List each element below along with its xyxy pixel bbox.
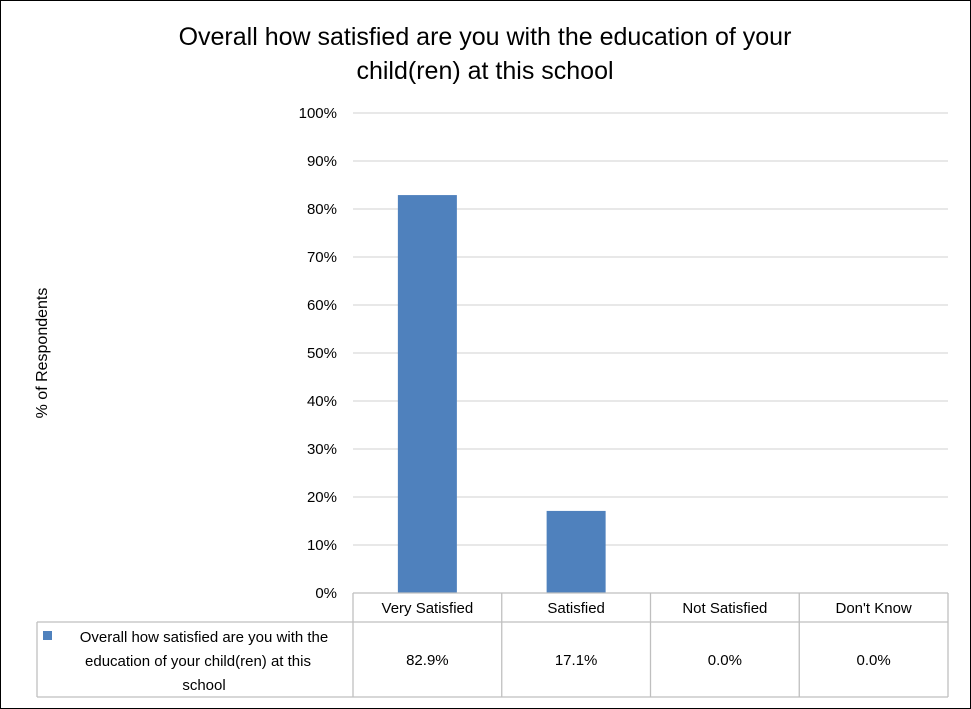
data-label: 17.1% — [555, 652, 598, 669]
y-tick-label: 80% — [307, 201, 337, 218]
y-tick-label: 90% — [307, 153, 337, 170]
legend-label: Overall how satisfied are you with the — [80, 629, 328, 646]
y-tick-label: 40% — [307, 393, 337, 410]
data-label: 82.9% — [406, 652, 449, 669]
y-tick-label: 100% — [299, 105, 337, 122]
y-tick-label: 20% — [307, 489, 337, 506]
chart-title-line-2: child(ren) at this school — [356, 57, 613, 85]
y-axis-ticks: 0% 10% 20% 30% 40% 50% 60% 70% 80% 90% 100% — [299, 105, 337, 602]
bar — [397, 195, 457, 593]
legend-label: school — [182, 677, 225, 694]
legend-label: education of your child(ren) at this — [85, 653, 311, 670]
y-tick-label: 60% — [307, 297, 337, 314]
x-tick-label: Not Satisfied — [682, 600, 767, 617]
chart-title: Overall how satisfied are you with the e… — [179, 23, 792, 85]
bar — [546, 510, 606, 593]
legend-swatch — [43, 631, 52, 640]
y-tick-label: 10% — [307, 537, 337, 554]
y-tick-label: 0% — [315, 585, 337, 602]
data-label: 0.0% — [857, 652, 891, 669]
y-tick-label: 30% — [307, 441, 337, 458]
data-table: Very Satisfied Satisfied Not Satisfied Don'… — [36, 592, 949, 698]
data-label: 0.0% — [708, 652, 742, 669]
y-tick-label: 70% — [307, 249, 337, 266]
y-tick-label: 50% — [307, 345, 337, 362]
bars — [397, 195, 606, 593]
chart-title-line-1: Overall how satisfied are you with the e… — [179, 23, 792, 51]
y-axis-label: % of Respondents — [34, 288, 51, 419]
x-tick-label: Don't Know — [836, 600, 912, 617]
x-tick-label: Satisfied — [547, 600, 605, 617]
x-tick-label: Very Satisfied — [382, 600, 474, 617]
